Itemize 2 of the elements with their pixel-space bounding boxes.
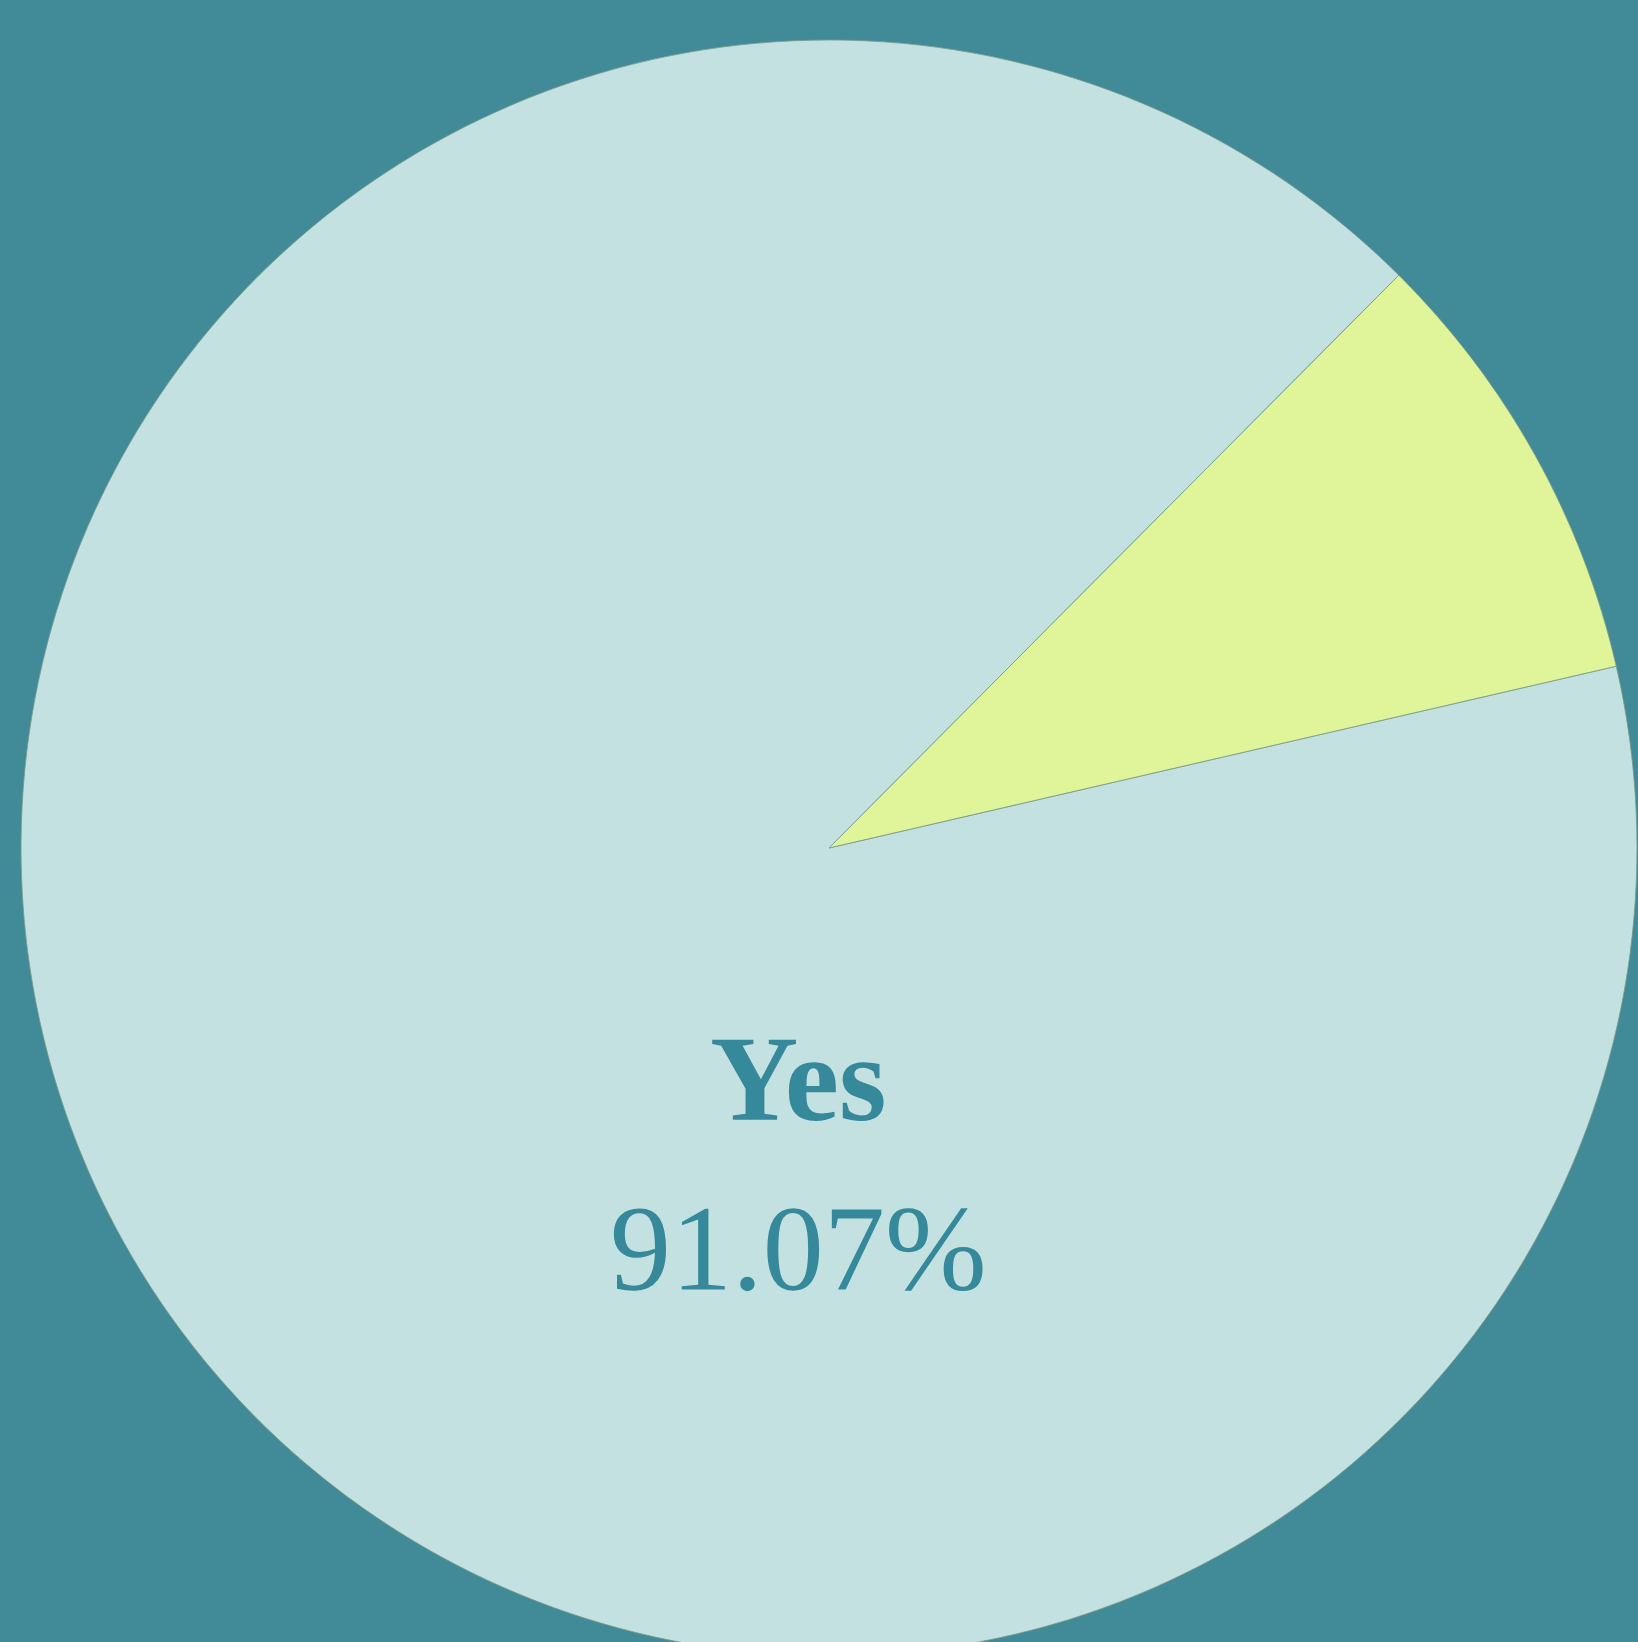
data-label: 91.07% [613, 1208, 983, 1292]
slice-label: Yes [712, 1039, 884, 1121]
